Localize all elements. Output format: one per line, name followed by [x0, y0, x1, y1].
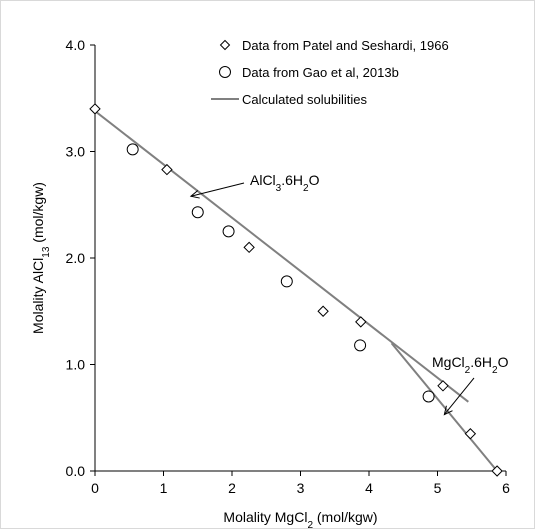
annotation-label-part: AlCl: [250, 172, 276, 188]
patel-data-point: [317, 305, 329, 317]
gao-data-point: [222, 225, 235, 238]
x-tick-label: 6: [502, 480, 510, 496]
annotation-label-part: O: [309, 172, 320, 188]
x-tick-label: 3: [297, 480, 305, 496]
annotation-label-part: 2: [303, 183, 309, 194]
patel-data-point: [491, 465, 503, 477]
annotation-label-part: 3: [276, 183, 282, 194]
gao-data-point: [126, 143, 139, 156]
y-tick-label: 0.0: [66, 463, 86, 479]
legend-label: Data from Patel and Seshardi, 1966: [242, 38, 449, 53]
annotation-label-part: .6H: [470, 354, 492, 370]
y-tick-label: 2.0: [66, 250, 86, 266]
y-axis-label: Molality AlCl13 (mol/kgw): [30, 182, 52, 334]
annotation-label: AlCl3.6H2O: [250, 172, 320, 194]
x-tick-label: 2: [228, 480, 236, 496]
gao-data-point: [191, 206, 204, 219]
y-tick-label: 3.0: [66, 144, 86, 160]
patel-data-point: [355, 316, 367, 328]
annotation-arrow-head: [443, 405, 453, 416]
gao-data-point: [422, 390, 435, 403]
legend-marker-circle: [219, 66, 231, 78]
x-tick-label: 5: [434, 480, 442, 496]
y-tick-label: 1.0: [66, 357, 86, 373]
x-tick-label: 1: [160, 480, 168, 496]
x-axis-label: Molality MgCl2 (mol/kgw): [223, 509, 377, 529]
gao-data-point: [280, 275, 293, 288]
x-tick-label: 0: [91, 480, 99, 496]
legend-marker-diamond: [219, 39, 231, 51]
calculated-line-2: [390, 342, 498, 472]
annotation-label-part: O: [498, 354, 509, 370]
patel-data-point: [464, 428, 477, 440]
annotation-arrow-line: [190, 182, 245, 197]
y-axis-label-part: Molality AlCl: [30, 258, 46, 334]
annotation-arrow-head: [189, 190, 200, 199]
annotation-label-part: 2: [465, 365, 471, 376]
patel-data-point: [161, 163, 173, 176]
patel-data-point: [89, 103, 101, 115]
calculated-line-1: [94, 110, 469, 403]
y-tick-label: 4.0: [66, 37, 86, 53]
x-tick-label: 4: [365, 480, 373, 496]
y-axis-label-part: 13: [41, 246, 52, 258]
y-axis-label-part: (mol/kgw): [30, 182, 46, 247]
x-axis-label-part: 2: [307, 520, 313, 529]
annotation-label-part: 2: [492, 365, 498, 376]
patel-data-point: [243, 241, 255, 254]
x-axis-label-part: Molality MgCl: [223, 509, 307, 525]
legend-label: Data from Gao et al, 2013b: [242, 65, 399, 80]
annotation-label: MgCl2.6H2O: [432, 354, 509, 376]
legend-label: Calculated solubilities: [242, 92, 368, 107]
x-axis-label-part: (mol/kgw): [313, 509, 378, 525]
annotation-label-part: MgCl: [432, 354, 465, 370]
annotation-arrow-line: [443, 377, 475, 415]
annotation-label-part: .6H: [281, 172, 303, 188]
gao-data-point: [354, 339, 367, 352]
patel-data-point: [437, 380, 449, 392]
